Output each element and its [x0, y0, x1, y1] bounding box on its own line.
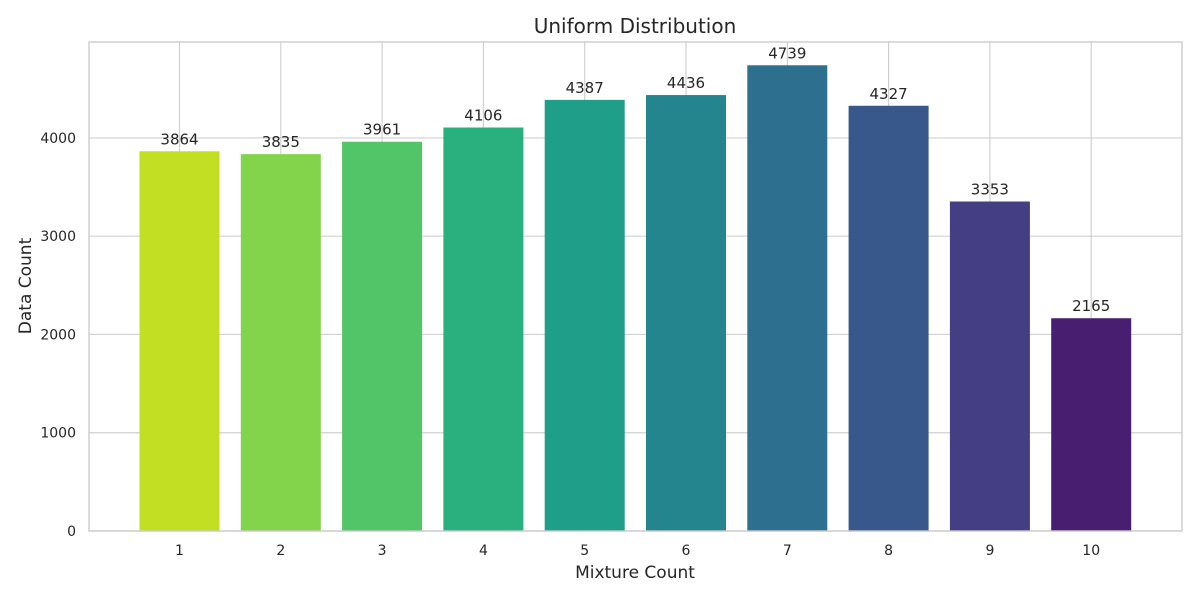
x-tick-label: 9 [985, 543, 994, 559]
y-tick-label: 1000 [40, 426, 76, 442]
y-tick-label: 2000 [40, 327, 76, 343]
x-tick-labels: 1 2 3 4 5 6 7 8 9 10 [175, 543, 1100, 559]
bar-value-label: 4106 [464, 106, 502, 124]
bar [240, 154, 321, 531]
bar [443, 127, 524, 531]
bar-value-label: 4327 [870, 85, 908, 103]
x-tick-label: 10 [1082, 543, 1100, 559]
x-tick-label: 7 [783, 543, 792, 559]
x-tick-label: 2 [276, 543, 285, 559]
bar [544, 99, 625, 532]
bar-value-label: 3835 [262, 133, 300, 151]
x-tick-label: 1 [175, 543, 184, 559]
y-tick-labels: 0 1000 2000 3000 4000 [40, 131, 76, 540]
y-tick-label: 4000 [40, 131, 76, 147]
bar [747, 65, 828, 531]
chart-title: Uniform Distribution [534, 14, 737, 38]
bar-value-label: 4739 [768, 44, 806, 62]
x-tick-label: 8 [884, 543, 893, 559]
plot-frame [88, 41, 1183, 532]
bar [848, 105, 929, 532]
bar-value-label: 3961 [363, 121, 401, 139]
x-tick-label: 4 [479, 543, 488, 559]
y-axis-label: Data Count [16, 237, 36, 334]
x-tick-label: 6 [682, 543, 691, 559]
bar [1051, 318, 1132, 531]
bar-value-label: 4387 [566, 79, 604, 97]
bar [342, 141, 423, 531]
bars [139, 65, 1132, 532]
bar [646, 95, 726, 532]
bar [949, 201, 1030, 531]
y-tick-label: 0 [67, 524, 76, 540]
bar-value-labels: 3864 3835 3961 4106 4387 4436 4739 4327 3353 2165 [160, 44, 1110, 315]
bar-value-label: 3864 [160, 130, 198, 148]
bar-value-label: 2165 [1072, 297, 1110, 315]
x-tick-label: 3 [378, 543, 387, 559]
y-tick-label: 3000 [40, 229, 76, 245]
x-axis-label: Mixture Count [575, 563, 695, 583]
bar-value-label: 3353 [971, 180, 1009, 198]
bar [139, 151, 220, 531]
bar-value-label: 4436 [667, 74, 705, 92]
x-tick-label: 5 [580, 543, 589, 559]
